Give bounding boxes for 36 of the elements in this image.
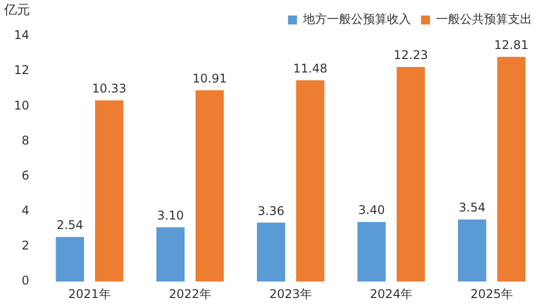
bar [156, 227, 185, 282]
x-tick-label: 2024年 [370, 286, 412, 301]
y-axis-title: 亿元 [3, 2, 30, 18]
y-tick-label: 10 [14, 98, 30, 112]
bar [256, 222, 286, 282]
data-label: 3.36 [258, 204, 284, 218]
x-tick-label: 2023年 [269, 286, 312, 301]
legend-label: 一般公共预算支出 [436, 12, 532, 26]
y-tick-label: 12 [14, 63, 30, 78]
x-tick-label: 2021年 [68, 286, 111, 301]
x-tick-label: 2022年 [168, 286, 212, 301]
y-tick-label: 8 [22, 133, 30, 148]
bar [56, 237, 84, 282]
data-label: 12.81 [494, 38, 529, 52]
data-label: 12.23 [394, 48, 428, 62]
bar [497, 56, 526, 282]
bar [396, 67, 425, 282]
y-tick-label: 6 [22, 168, 30, 182]
y-tick-label: 14 [14, 28, 30, 42]
data-label: 11.48 [293, 61, 328, 76]
bar [357, 222, 386, 282]
data-label: 10.33 [92, 82, 126, 96]
x-tick-label: 2025年 [470, 286, 513, 301]
y-tick-label: 4 [22, 204, 30, 218]
data-label: 3.40 [358, 203, 385, 218]
y-tick-label: 0 [22, 274, 30, 288]
y-tick-label: 2 [22, 238, 30, 253]
bar [458, 220, 486, 282]
data-label: 3.10 [157, 208, 184, 222]
legend-label: 地方一般公预算收入 [302, 12, 411, 26]
data-label: 2.54 [56, 218, 84, 232]
data-label: 3.54 [458, 200, 486, 215]
data-label: 10.91 [192, 71, 227, 86]
bar [95, 100, 124, 282]
bar [196, 90, 224, 282]
bar [296, 80, 324, 282]
